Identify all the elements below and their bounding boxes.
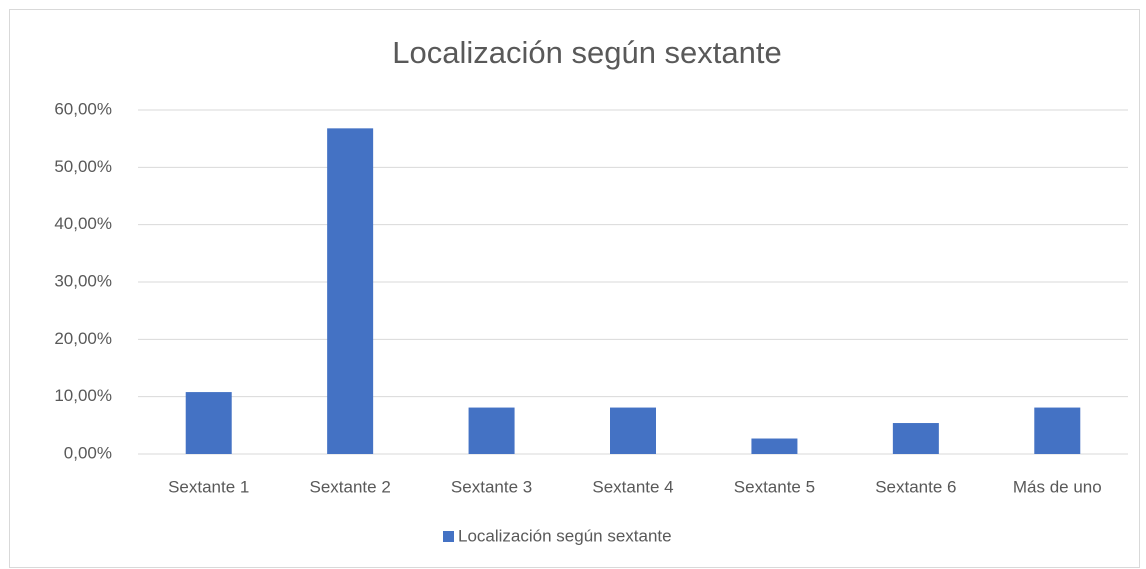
- bar: [751, 438, 798, 454]
- chart-border: [9, 9, 1140, 568]
- bar: [1034, 407, 1081, 454]
- x-tick-label: Más de uno: [1013, 477, 1102, 496]
- legend-label: Localización según sextante: [458, 526, 672, 545]
- legend-swatch: [443, 531, 454, 542]
- x-tick-label: Sextante 5: [734, 477, 815, 496]
- x-tick-label: Sextante 6: [875, 477, 956, 496]
- bar: [468, 407, 515, 454]
- y-tick-label: 30,00%: [54, 271, 112, 290]
- y-tick-label: 10,00%: [54, 386, 112, 405]
- y-tick-label: 50,00%: [54, 157, 112, 176]
- bar: [892, 423, 939, 454]
- y-tick-label: 40,00%: [54, 214, 112, 233]
- x-tick-label: Sextante 4: [592, 477, 673, 496]
- x-tick-label: Sextante 1: [168, 477, 249, 496]
- bar: [185, 392, 232, 454]
- y-tick-label: 0,00%: [64, 443, 112, 462]
- bar: [327, 128, 374, 454]
- y-tick-label: 20,00%: [54, 329, 112, 348]
- x-tick-label: Sextante 2: [310, 477, 391, 496]
- y-tick-label: 60,00%: [54, 99, 112, 118]
- chart-title: Localización según sextante: [392, 35, 781, 70]
- bar: [610, 407, 656, 454]
- x-tick-label: Sextante 3: [451, 477, 532, 496]
